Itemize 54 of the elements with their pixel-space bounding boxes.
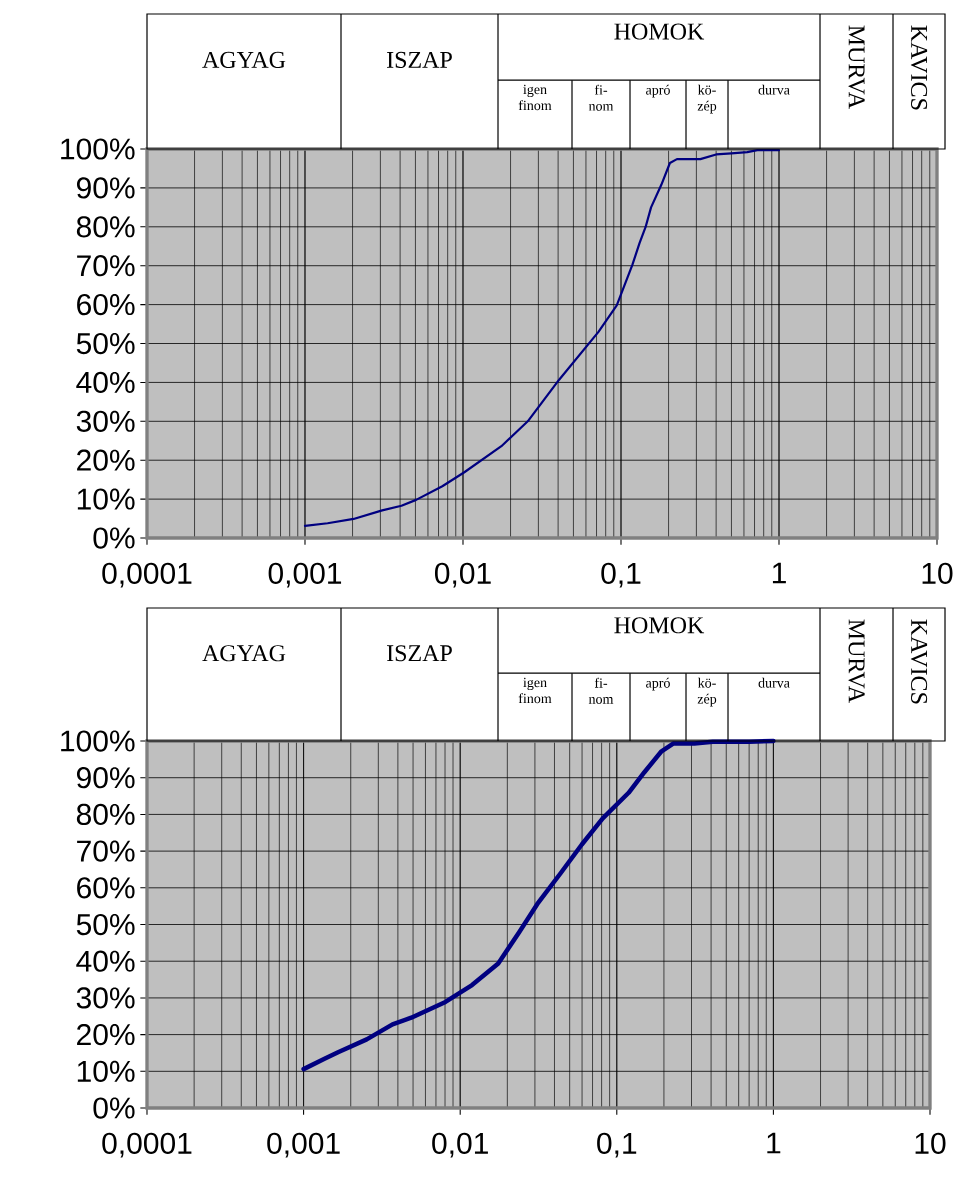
text: AGYAG: [202, 645, 286, 662]
x-tick-label: 1: [767, 1132, 781, 1154]
text: apró: [646, 84, 670, 98]
y-tick-label: 60%: [77, 293, 135, 316]
text: fi-nom: [588, 677, 614, 704]
y-tick-label: 30%: [76, 410, 135, 432]
x-tick-label: 0,1: [597, 1132, 637, 1158]
y-tick-label: 20%: [77, 1023, 135, 1046]
y-tick-label: 40%: [76, 950, 135, 972]
x-tick-label: 0,01: [432, 1132, 488, 1158]
y-tick-label: 30%: [76, 987, 135, 1009]
y-tick-label: 100%: [61, 730, 135, 752]
y-tick-label: 90%: [76, 177, 135, 199]
text: kö-zép: [697, 84, 717, 114]
y-tick-label: 70%: [77, 840, 135, 862]
text: ISZAP: [387, 645, 452, 662]
text: igen finom: [518, 677, 552, 704]
text: durva: [758, 677, 790, 688]
text: HOMOK: [614, 23, 705, 40]
text: KAVICS: [910, 619, 928, 704]
text: AGYAG: [202, 51, 286, 68]
y-tick-label: 60%: [77, 877, 135, 899]
x-tick-label: 1: [772, 562, 786, 584]
y-tick-label: 40%: [76, 371, 135, 394]
text: MURVA: [848, 25, 865, 109]
x-tick-label: 0,0001: [102, 1132, 192, 1158]
y-tick-label: 50%: [76, 913, 135, 936]
y-tick-label: 0%: [93, 527, 135, 549]
y-tick-label: 0%: [93, 1097, 135, 1119]
y-tick-label: 80%: [76, 216, 135, 238]
y-tick-label: 50%: [76, 332, 135, 355]
text: igen finom: [518, 84, 552, 111]
text: MURVA: [848, 619, 865, 703]
text: HOMOK: [614, 617, 705, 634]
x-tick-label: 0,001: [268, 562, 342, 588]
y-tick-label: 100%: [61, 138, 135, 160]
x-tick-label: 0,0001: [102, 562, 192, 588]
y-tick-label: 10%: [77, 488, 135, 510]
x-tick-label: 0,01: [434, 562, 491, 588]
y-tick-label: 70%: [77, 255, 135, 277]
x-tick-label: 0,001: [267, 1132, 340, 1158]
text: apró: [646, 677, 670, 691]
y-tick-label: 80%: [76, 803, 135, 826]
x-tick-label: 0,1: [601, 562, 641, 588]
text: ISZAP: [387, 51, 452, 68]
text: durva: [758, 84, 790, 95]
text: fi-nom: [588, 84, 614, 111]
text: kö-zép: [697, 677, 717, 707]
y-tick-label: 90%: [76, 767, 135, 789]
y-tick-label: 20%: [77, 449, 135, 471]
text: KAVICS: [910, 25, 928, 110]
x-tick-label: 10: [915, 1132, 946, 1154]
y-tick-label: 10%: [77, 1060, 135, 1082]
x-tick-label: 10: [922, 562, 953, 584]
